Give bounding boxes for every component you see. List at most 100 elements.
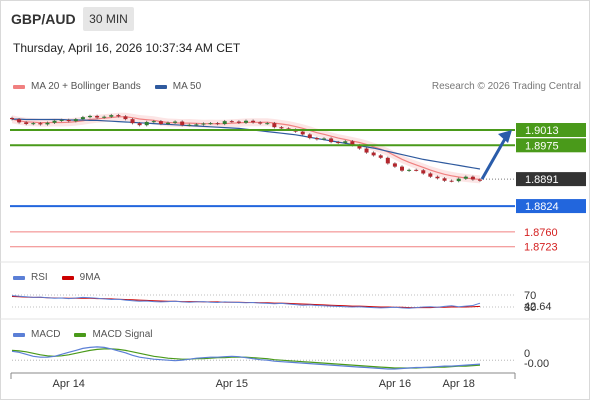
ma50-swatch (154, 84, 167, 89)
candle-body (314, 138, 319, 140)
legend-ma20-label: MA 20 + Bollinger Bands (31, 81, 141, 92)
symbol-title: GBP/AUD (11, 11, 76, 27)
candle-body (24, 122, 29, 124)
candle-body (364, 148, 369, 153)
candle-body (244, 120, 248, 123)
candle-body (10, 117, 14, 120)
rsi-ma-line (11, 296, 481, 309)
level-tag-resistance (516, 138, 586, 153)
candle-body (385, 157, 390, 164)
x-tick-label: Apr 16 (379, 378, 411, 390)
legend-macd-signal-label: MACD Signal (92, 329, 153, 340)
macd-signal-swatch (74, 332, 87, 337)
legend-macd-label: MACD (31, 329, 61, 340)
last-price-tag (516, 172, 586, 187)
legend-ma50-label: MA 50 (172, 81, 202, 92)
last-price-label: 1.8891 (525, 174, 559, 186)
candle-body (80, 117, 85, 120)
main-legend: MA 20 + Bollinger Bands MA 50 (13, 81, 201, 92)
candle-body (407, 169, 412, 171)
candle-body (95, 115, 100, 118)
candle-body (336, 142, 341, 144)
rsi-level-label: 70 (524, 290, 536, 302)
candle-body (442, 178, 447, 181)
candle-body (307, 134, 312, 139)
credit-text: Research © 2026 Trading Central (431, 81, 581, 92)
level-label-resistance: 1.9013 (525, 125, 559, 137)
candle-body (236, 121, 241, 123)
candle-body (73, 119, 78, 122)
rsi-swatch (13, 275, 25, 280)
candle-body (329, 138, 334, 143)
candle-body (279, 127, 284, 129)
candle-body (456, 178, 461, 182)
candle-body (38, 123, 43, 125)
projection-arrow-shaft (480, 136, 508, 180)
candle-body (392, 163, 397, 167)
candle-body (414, 169, 419, 171)
candle-body (265, 123, 270, 125)
macd-zero-label: 0 (524, 348, 530, 360)
macd-legend: MACD MACD Signal (13, 329, 152, 340)
candle-body (88, 115, 92, 118)
candle-body (45, 122, 50, 125)
macd-line (11, 346, 481, 370)
x-tick-label: Apr 14 (53, 378, 85, 390)
candles-group (10, 113, 482, 183)
candle-body (166, 122, 170, 124)
level-label-support: 1.8760 (524, 227, 558, 239)
candle-body (371, 152, 376, 156)
level-label-resistance: 1.8975 (525, 140, 559, 152)
timeframe-badge[interactable]: 30 MIN (83, 7, 134, 31)
candle-body (17, 119, 22, 123)
candle-body (258, 122, 263, 124)
candle-body (144, 121, 149, 126)
candle-body (470, 176, 475, 180)
candle-body (102, 116, 107, 118)
candle-body (449, 180, 454, 182)
candle-body (31, 123, 36, 125)
candle-body (180, 121, 185, 126)
legend-rsi-label: RSI (31, 272, 48, 283)
candle-body (109, 115, 114, 117)
candle-body (428, 173, 433, 177)
level-label-support: 1.8723 (524, 242, 558, 254)
candle-body (350, 141, 355, 146)
candle-body (116, 115, 121, 117)
candle-body (300, 131, 305, 135)
candle-body (286, 128, 291, 130)
candle-body (201, 123, 206, 125)
candle-body (463, 176, 468, 179)
level-tag-resistance (516, 123, 586, 138)
candle-body (187, 124, 192, 126)
candle-body (378, 155, 383, 158)
candle-body (421, 170, 426, 174)
candle-body (59, 119, 64, 121)
candle-body (173, 121, 178, 123)
candle-body (478, 179, 482, 181)
candle-body (151, 121, 156, 123)
rsi-level-label: 30 (524, 302, 536, 314)
candle-body (137, 123, 142, 126)
level-tag-pivot (516, 199, 586, 214)
x-tick-label: Apr 18 (443, 378, 475, 390)
candle-body (158, 121, 163, 124)
macd-signal-line (11, 348, 481, 369)
candle-body (66, 119, 71, 122)
candle-body (357, 145, 362, 149)
rsi-value-label: 42.64 (524, 301, 552, 313)
candle-body (229, 121, 234, 123)
rsi-ma-swatch (61, 275, 74, 280)
candle-body (130, 119, 135, 124)
macd-swatch (13, 332, 25, 337)
candle-body (123, 116, 128, 120)
candle-body (215, 123, 220, 125)
ma20-swatch (13, 84, 25, 89)
projection-arrow-head (498, 130, 512, 144)
candle-body (52, 120, 57, 123)
rsi-legend: RSI 9MA (13, 272, 100, 283)
level-label-pivot: 1.8824 (525, 201, 559, 213)
candle-body (322, 138, 326, 140)
x-tick-label: Apr 15 (216, 378, 248, 390)
